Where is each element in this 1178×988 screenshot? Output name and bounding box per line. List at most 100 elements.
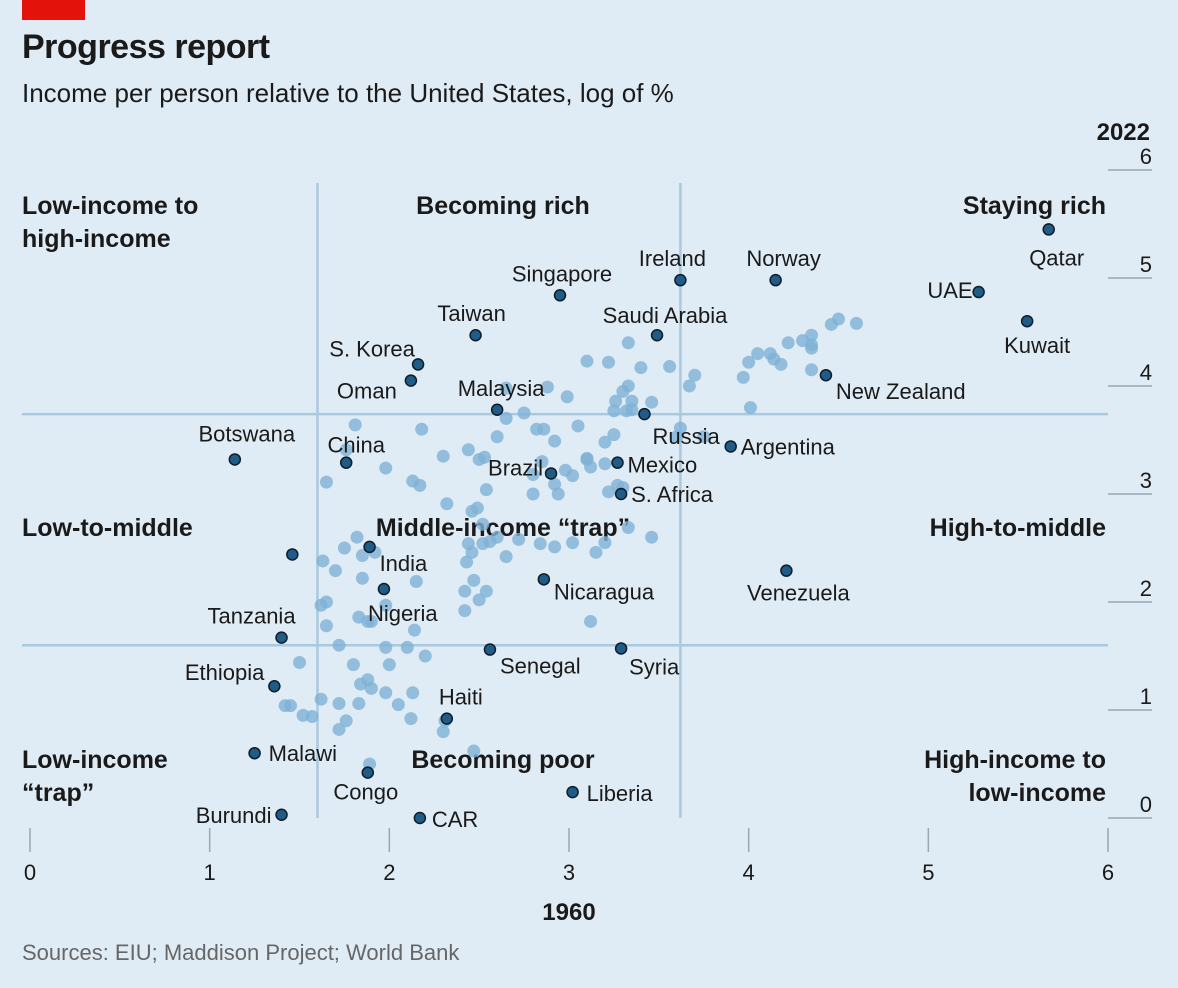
country-point bbox=[404, 712, 418, 726]
country-point bbox=[413, 478, 427, 492]
country-point bbox=[352, 697, 366, 711]
country-point bbox=[499, 411, 513, 425]
point-label: Singapore bbox=[512, 261, 612, 286]
country-point bbox=[499, 381, 513, 395]
country-point bbox=[472, 593, 486, 607]
country-point bbox=[621, 336, 635, 350]
highlight-point bbox=[286, 548, 299, 561]
point-label: S. Korea bbox=[329, 336, 415, 361]
country-point bbox=[319, 619, 333, 633]
highlight-point bbox=[440, 712, 454, 725]
country-point bbox=[533, 537, 547, 551]
zone-label-low-to-middle: Low-to-middle bbox=[22, 514, 193, 542]
point-label: CAR bbox=[432, 807, 478, 832]
highlight-point bbox=[469, 328, 482, 342]
highlight-points bbox=[228, 223, 1055, 825]
country-point bbox=[616, 384, 630, 398]
point-label: Oman bbox=[337, 379, 397, 404]
highlight-point bbox=[769, 273, 782, 287]
point-label: Qatar bbox=[1029, 245, 1084, 270]
zone-label-high-to-low: High-income to low-income bbox=[924, 746, 1106, 807]
country-point bbox=[293, 655, 306, 669]
country-point bbox=[415, 422, 429, 436]
zone-label-high-to-middle: High-to-middle bbox=[930, 514, 1106, 542]
highlight-point bbox=[248, 746, 261, 760]
country-point bbox=[548, 540, 562, 554]
country-point bbox=[479, 483, 493, 497]
highlight-point bbox=[780, 564, 793, 577]
point-label: S. Africa bbox=[631, 482, 714, 507]
country-point bbox=[379, 640, 393, 654]
country-point bbox=[407, 623, 421, 637]
country-point bbox=[512, 532, 526, 546]
country-point bbox=[379, 598, 393, 612]
country-point bbox=[314, 598, 328, 612]
country-point bbox=[558, 463, 572, 477]
country-point bbox=[305, 709, 319, 723]
highlight-point bbox=[404, 374, 418, 387]
highlight-point bbox=[819, 368, 833, 382]
point-label: Norway bbox=[746, 246, 821, 271]
highlight-point bbox=[553, 289, 567, 302]
y-tick-label: 6 bbox=[1140, 144, 1152, 169]
chart-subtitle: Income per person relative to the United… bbox=[22, 78, 674, 108]
country-point bbox=[472, 452, 486, 466]
point-label: Botswana bbox=[199, 421, 296, 446]
other-points bbox=[278, 312, 863, 771]
point-label: Syria bbox=[629, 654, 680, 679]
country-point bbox=[849, 316, 863, 330]
country-point bbox=[824, 317, 838, 331]
country-point bbox=[364, 681, 378, 695]
country-point bbox=[476, 537, 490, 551]
country-point bbox=[278, 699, 292, 713]
x-tick-label: 5 bbox=[922, 860, 934, 885]
country-point bbox=[339, 714, 353, 728]
x-tick-label: 2 bbox=[383, 860, 395, 885]
country-point bbox=[458, 604, 472, 618]
country-point bbox=[805, 363, 819, 377]
highlight-point bbox=[972, 285, 985, 299]
zone-label-becoming-rich: Becoming rich bbox=[416, 192, 590, 220]
country-point bbox=[354, 677, 368, 691]
y-tick-label: 4 bbox=[1140, 360, 1152, 385]
point-label: New Zealand bbox=[836, 379, 966, 404]
highlight-point bbox=[228, 453, 242, 466]
country-point bbox=[328, 564, 342, 578]
country-point bbox=[355, 549, 369, 563]
country-point bbox=[566, 536, 580, 550]
highlight-point bbox=[674, 273, 687, 287]
country-point bbox=[598, 536, 612, 550]
country-point bbox=[465, 545, 479, 559]
point-label: Venezuela bbox=[747, 581, 851, 606]
country-point bbox=[436, 449, 450, 463]
country-point bbox=[337, 541, 351, 555]
country-point bbox=[602, 355, 616, 369]
point-label: Ethiopia bbox=[185, 660, 265, 685]
highlight-point bbox=[363, 540, 376, 554]
country-point bbox=[355, 571, 369, 585]
country-point bbox=[743, 401, 757, 415]
point-label: UAE bbox=[927, 278, 972, 303]
country-point bbox=[526, 468, 540, 482]
country-point bbox=[400, 640, 414, 654]
country-point bbox=[332, 638, 346, 652]
country-point bbox=[406, 686, 420, 700]
chart-source: Sources: EIU; Maddison Project; World Ba… bbox=[22, 940, 460, 965]
country-point bbox=[736, 370, 750, 384]
y-tick-label: 5 bbox=[1140, 252, 1152, 277]
point-label: Malawi bbox=[269, 741, 337, 766]
country-point bbox=[461, 443, 475, 457]
country-point bbox=[598, 435, 612, 449]
country-point bbox=[609, 394, 623, 408]
highlight-point bbox=[1042, 223, 1055, 236]
country-point bbox=[584, 614, 598, 628]
country-point bbox=[332, 697, 346, 711]
country-point bbox=[580, 354, 594, 368]
highlight-point bbox=[413, 811, 427, 825]
zone-label-low-trap: Low-income “trap” bbox=[22, 746, 168, 807]
y-tick-label: 1 bbox=[1140, 684, 1152, 709]
country-point bbox=[467, 744, 481, 758]
country-point bbox=[382, 658, 396, 672]
